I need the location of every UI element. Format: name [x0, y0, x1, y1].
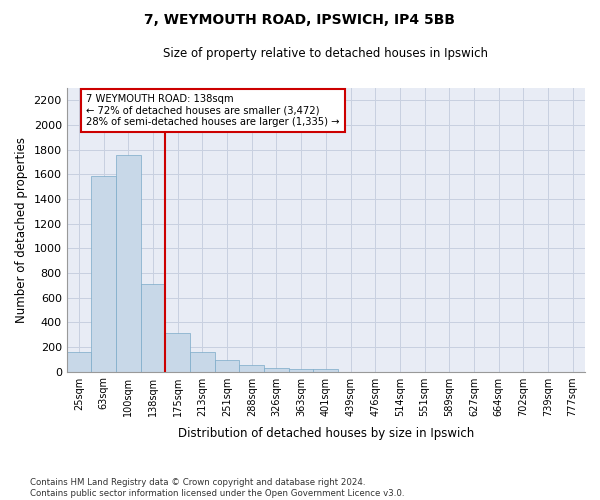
Bar	[289, 369, 313, 372]
Bar	[215, 360, 239, 372]
Bar	[264, 368, 289, 372]
Bar	[239, 364, 264, 372]
X-axis label: Distribution of detached houses by size in Ipswich: Distribution of detached houses by size …	[178, 427, 474, 440]
Title: Size of property relative to detached houses in Ipswich: Size of property relative to detached ho…	[163, 48, 488, 60]
Text: Contains HM Land Registry data © Crown copyright and database right 2024.
Contai: Contains HM Land Registry data © Crown c…	[30, 478, 404, 498]
Bar	[190, 352, 215, 372]
Bar	[116, 154, 141, 372]
Text: 7 WEYMOUTH ROAD: 138sqm
← 72% of detached houses are smaller (3,472)
28% of semi: 7 WEYMOUTH ROAD: 138sqm ← 72% of detache…	[86, 94, 340, 128]
Bar	[166, 332, 190, 372]
Bar	[313, 369, 338, 372]
Bar	[67, 352, 91, 372]
Text: 7, WEYMOUTH ROAD, IPSWICH, IP4 5BB: 7, WEYMOUTH ROAD, IPSWICH, IP4 5BB	[145, 12, 455, 26]
Bar	[91, 176, 116, 372]
Y-axis label: Number of detached properties: Number of detached properties	[15, 137, 28, 323]
Bar	[141, 284, 166, 372]
